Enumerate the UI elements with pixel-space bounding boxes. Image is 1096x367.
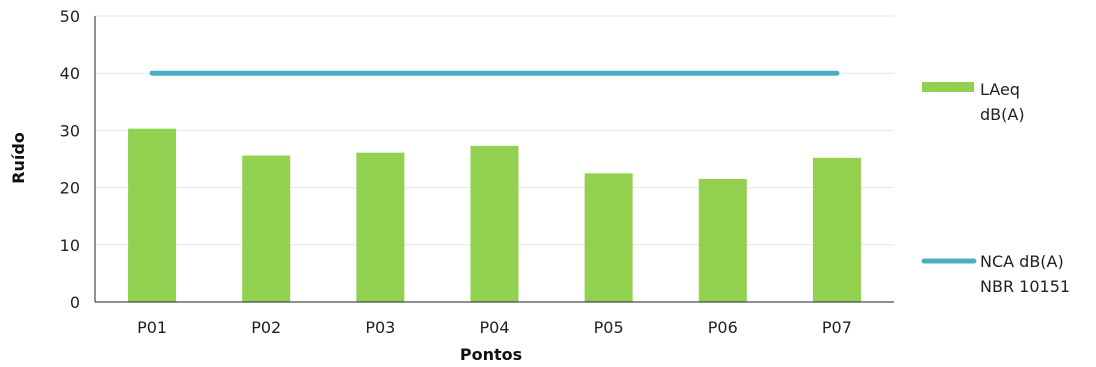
legend-swatch-laeq: [922, 82, 974, 92]
y-axis-title: Ruído: [9, 132, 28, 184]
bar-p04: [470, 145, 519, 302]
x-tick-label: P04: [479, 318, 509, 337]
bar-p06: [698, 179, 747, 302]
bar-p07: [812, 157, 861, 302]
bar-p01: [128, 128, 177, 302]
legend-label-nca-line1: NCA dB(A): [980, 252, 1064, 271]
y-tick-labels: 0 10 20 30 40 50: [60, 7, 80, 312]
y-tick-label: 30: [60, 121, 80, 140]
x-tick-label: P06: [708, 318, 738, 337]
x-tick-label: P03: [365, 318, 395, 337]
x-tick-label: P02: [251, 318, 281, 337]
legend-label-laeq-line2: dB(A): [980, 105, 1025, 124]
x-tick-label: P01: [137, 318, 167, 337]
legend-label-nca-line2: NBR 10151: [980, 277, 1070, 296]
legend: LAeq dB(A) NCA dB(A) NBR 10151: [921, 80, 1070, 296]
bar-series: [128, 128, 861, 302]
y-tick-label: 0: [70, 293, 80, 312]
x-tick-label: P07: [822, 318, 852, 337]
x-axis-title: Pontos: [460, 345, 522, 364]
x-tick-label: P05: [594, 318, 624, 337]
y-tick-label: 10: [60, 236, 80, 255]
bar-p02: [242, 155, 291, 302]
y-tick-label: 50: [60, 7, 80, 26]
bar-p03: [356, 152, 405, 302]
x-tick-labels: P01 P02 P03 P04 P05 P06 P07: [137, 318, 852, 337]
y-tick-label: 40: [60, 64, 80, 83]
legend-label-laeq-line1: LAeq: [980, 80, 1020, 99]
bar-p05: [584, 173, 633, 302]
y-tick-label: 20: [60, 179, 80, 198]
